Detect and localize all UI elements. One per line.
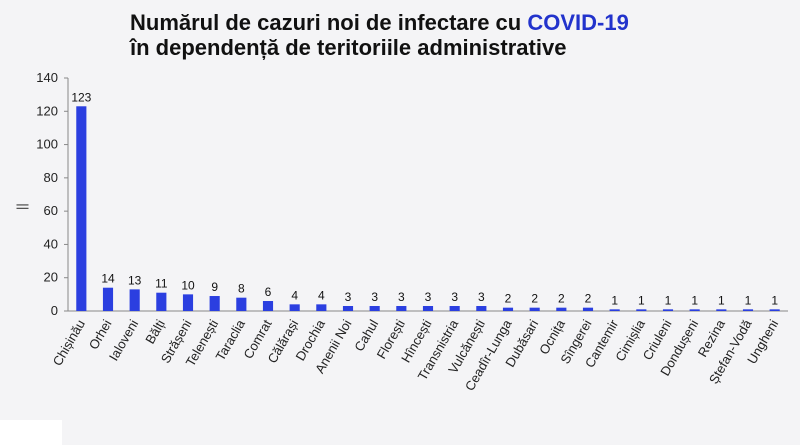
data-label: 14	[101, 272, 115, 286]
bar	[716, 309, 727, 311]
data-label: 2	[505, 292, 512, 306]
bar	[209, 296, 220, 311]
y-tick-label: 140	[36, 70, 58, 85]
data-label: 3	[478, 290, 485, 304]
data-label: 1	[771, 293, 778, 307]
chart-title: Numărul de cazuri noi de infectare cu CO…	[130, 10, 629, 60]
data-label: 1	[611, 293, 618, 307]
data-label: 13	[128, 273, 142, 287]
bar	[289, 304, 300, 311]
y-tick-label: 40	[44, 236, 58, 251]
bar	[529, 307, 540, 311]
data-label: 3	[345, 290, 352, 304]
bar	[396, 306, 407, 311]
title-prefix: Numărul de cazuri noi de infectare cu	[130, 10, 528, 35]
bar	[769, 309, 780, 311]
data-label: 6	[265, 285, 272, 299]
data-label: 1	[718, 293, 725, 307]
title-line-2: în dependență de teritoriile administrat…	[130, 35, 567, 60]
bar	[636, 309, 647, 311]
data-label: 3	[371, 290, 378, 304]
bar	[102, 287, 114, 311]
bar	[662, 309, 674, 311]
data-label: 1	[638, 293, 645, 307]
y-tick-label: 100	[36, 137, 58, 152]
data-label: 123	[71, 90, 91, 104]
bar	[609, 309, 620, 311]
y-tick-label: 0	[51, 303, 58, 318]
category-label: Bălți	[142, 317, 168, 346]
data-label: 11	[155, 277, 168, 291]
bars	[76, 106, 780, 312]
bar	[582, 307, 594, 311]
y-tick-label: 80	[44, 170, 58, 185]
data-label: 3	[451, 290, 458, 304]
bar	[689, 309, 700, 311]
y-tick-label: 20	[44, 270, 58, 285]
bar	[236, 297, 247, 311]
bar	[369, 306, 380, 311]
bar	[449, 306, 460, 311]
data-label: 3	[398, 290, 405, 304]
bar	[742, 309, 754, 311]
data-label: 2	[558, 292, 565, 306]
data-label: 1	[745, 293, 752, 307]
bar	[156, 292, 167, 311]
y-tick-label: 120	[36, 103, 58, 118]
title-line-1: Numărul de cazuri noi de infectare cu CO…	[130, 10, 629, 35]
data-label: 2	[531, 292, 538, 306]
corner-patch	[0, 420, 62, 445]
data-label: 1	[665, 293, 672, 307]
data-label: 8	[238, 282, 245, 296]
category-label: Chișinău	[50, 317, 88, 368]
title-highlight: COVID-19	[527, 10, 629, 35]
y-tick-label: 60	[44, 203, 58, 218]
bar	[129, 289, 140, 311]
y-axis: 0 20 40 60 80 100 120 140	[36, 70, 788, 318]
bar	[476, 306, 487, 311]
bar	[342, 306, 354, 311]
data-label: 2	[585, 292, 592, 306]
data-label: 1	[691, 293, 698, 307]
bar	[556, 307, 567, 311]
data-label: 10	[181, 278, 195, 292]
bar	[502, 307, 514, 311]
bar	[422, 306, 434, 311]
data-label: 4	[291, 288, 298, 302]
data-label: 9	[211, 280, 218, 294]
bar	[182, 294, 194, 311]
bar	[262, 301, 274, 311]
bar	[76, 106, 87, 312]
bar	[316, 304, 327, 311]
data-label: 3	[425, 290, 432, 304]
data-label: 4	[318, 288, 325, 302]
